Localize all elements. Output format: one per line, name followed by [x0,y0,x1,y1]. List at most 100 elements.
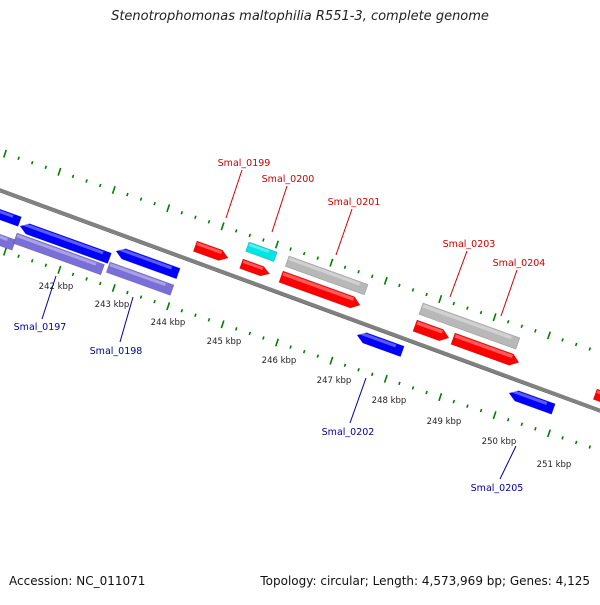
minor-tick [234,327,238,331]
minor-tick [588,445,592,449]
gene-box-operon-1 [12,232,105,276]
minor-tick [180,308,184,313]
minor-tick [411,288,415,292]
gene-arrow-smal-0203-shine [416,321,444,334]
gene-label[interactable]: Smal_0203 [443,239,496,250]
gene-label[interactable]: Smal_0197 [14,322,67,333]
leader-line [335,208,353,256]
minor-tick [411,386,415,390]
gene-label[interactable]: Smal_0198 [90,346,143,357]
major-tick [546,331,552,340]
gene-box-operon-1-outline [12,232,105,276]
gene-arrow-smal-0197-shape [20,223,112,264]
gene-box-smal-0200 [245,241,278,262]
major-tick [546,429,552,438]
gene-box-operon-2 [105,261,175,296]
minor-tick [466,404,469,408]
minor-tick [506,417,510,422]
minor-tick [248,331,252,336]
backbone-line [0,188,600,412]
gene-arrow-smal-0197 [19,222,112,264]
ruler-label: 242 kbp [39,282,74,292]
minor-tick [289,345,292,349]
minor-tick [398,381,401,386]
minor-tick [316,354,320,358]
minor-tick [370,372,374,377]
major-tick [438,294,443,304]
major-tick [492,313,497,322]
gene-arrow-left-edge-outline [0,204,22,227]
minor-tick [534,329,537,333]
major-tick [166,302,171,311]
minor-tick [425,292,428,297]
gene-label[interactable]: Smal_0202 [322,427,375,438]
gene-arrow-smal-0202-shine [358,331,397,348]
gene-label[interactable]: Smal_0205 [471,483,524,494]
minor-tick [561,338,564,342]
ruler-label: 249 kbp [427,417,462,427]
minor-tick [506,319,510,324]
minor-tick [262,238,265,242]
tick-tracks [2,149,592,449]
gene-label[interactable]: Smal_0199 [218,158,271,169]
genome-summary-text: Topology: circular; Length: 4,573,969 bp… [260,574,590,588]
gene-arrow-smal-0203-outline [412,319,450,342]
gene-box-operon-1-shine [16,234,97,266]
minor-tick [302,349,306,354]
minor-tick [343,363,347,368]
major-tick [220,222,225,231]
major-tick [274,338,280,347]
gene-arrow-smal-0202-outline [356,332,405,357]
accession-text: Accession: NC_011071 [9,574,146,588]
minor-tick [207,220,211,224]
gene-arrow-smal-0199-outline [192,240,229,261]
gene-arrow-smal-0199-shape [193,241,229,261]
minor-tick [534,427,537,431]
lower-tick-track [2,247,592,449]
gene-arrow-smal-0204-shape [450,333,519,366]
gene-box-operon-2-outline [105,261,175,296]
minor-tick [234,229,238,233]
minor-tick [207,318,211,322]
gene-label[interactable]: Smal_0204 [493,258,546,269]
gene-arrow-smal-0203-shape [412,320,449,341]
minor-tick [398,283,401,288]
gene-box-smal-0200-outline [245,241,278,262]
gene-arrow-smal-0200b-outline [239,258,271,277]
minor-tick [479,408,483,413]
minor-tick [44,165,48,170]
gene-label[interactable]: Smal_0200 [262,174,315,185]
gene-arrow-smal-0201-shape [278,271,361,309]
minor-tick [302,251,306,256]
gene-box-operon-edge-shape [0,227,16,251]
minor-tick [139,295,143,299]
minor-tick [357,270,360,274]
gene-arrow-smal-0205-outline [508,390,556,415]
gene-arrow-smal-0203 [412,319,450,342]
minor-tick [98,183,102,188]
minor-tick [44,263,48,268]
gene-arrow-smal-0201-shine [282,272,355,301]
major-tick [2,149,8,158]
gene-arrow-smal-0199 [192,240,229,261]
backbone-track [0,188,600,413]
minor-tick [139,197,143,201]
gene-arrow-smal-0204-shine [454,334,513,359]
gene-arrow-right-edge-shine [596,390,600,396]
gene-box-operon-2-shine [109,263,167,287]
gene-arrow-smal-0200b-shine [242,260,264,271]
major-tick [111,185,116,195]
labels: 242 kbp 243 kbp 244 kbp 245 kbp 246 kbp 247 k… [14,158,572,494]
minor-tick [479,310,483,315]
minor-tick [194,313,197,318]
minor-tick [289,247,292,251]
minor-tick [194,215,197,220]
minor-tick [452,301,456,306]
major-tick [57,167,62,176]
minor-tick [343,265,347,270]
gene-arrow-smal-0202-shape [357,332,405,357]
gene-arrow-smal-0197-shine [21,222,104,255]
minor-tick [520,324,524,329]
gene-label[interactable]: Smal_0201 [328,197,381,208]
